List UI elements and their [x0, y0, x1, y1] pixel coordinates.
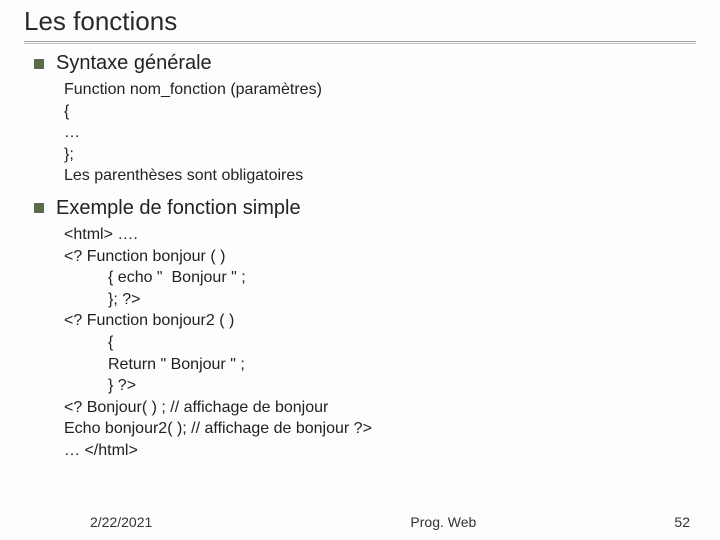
code-line: Function nom_fonction (paramètres) — [64, 79, 696, 101]
code-line: Echo bonjour2( ); // affichage de bonjou… — [64, 418, 696, 440]
section-heading-text: Exemple de fonction simple — [56, 197, 301, 220]
code-line: Les parenthèses sont obligatoires — [64, 165, 696, 187]
square-bullet-icon — [34, 59, 44, 69]
footer-date: 2/22/2021 — [90, 514, 152, 530]
code-line: { echo " Bonjour " ; — [64, 267, 696, 289]
title-underline — [24, 41, 696, 44]
section-heading-text: Syntaxe générale — [56, 52, 212, 75]
code-line: <? Bonjour( ) ; // affichage de bonjour — [64, 397, 696, 419]
slide-title: Les fonctions — [24, 6, 696, 37]
code-line: … </html> — [64, 440, 696, 462]
section-syntax: Syntaxe générale Function nom_fonction (… — [34, 52, 696, 187]
footer-title: Prog. Web — [152, 514, 674, 530]
code-line: <? Function bonjour ( ) — [64, 246, 696, 268]
slide: Les fonctions Syntaxe générale Function … — [0, 0, 720, 540]
section-body: <html> …. <? Function bonjour ( ) { echo… — [64, 224, 696, 462]
code-line: { — [64, 101, 696, 123]
code-line: <? Function bonjour2 ( ) — [64, 310, 696, 332]
footer: 2/22/2021 Prog. Web 52 — [0, 514, 720, 530]
section-heading: Exemple de fonction simple — [34, 197, 696, 220]
code-line: Return " Bonjour " ; — [64, 354, 696, 376]
section-example: Exemple de fonction simple <html> …. <? … — [34, 197, 696, 462]
section-heading: Syntaxe générale — [34, 52, 696, 75]
code-line: }; ?> — [64, 289, 696, 311]
code-line: } ?> — [64, 375, 696, 397]
section-body: Function nom_fonction (paramètres) { … }… — [64, 79, 696, 187]
code-line: … — [64, 122, 696, 144]
code-line: }; — [64, 144, 696, 166]
code-line: { — [64, 332, 696, 354]
footer-page-number: 52 — [674, 514, 690, 530]
square-bullet-icon — [34, 203, 44, 213]
code-line: <html> …. — [64, 224, 696, 246]
